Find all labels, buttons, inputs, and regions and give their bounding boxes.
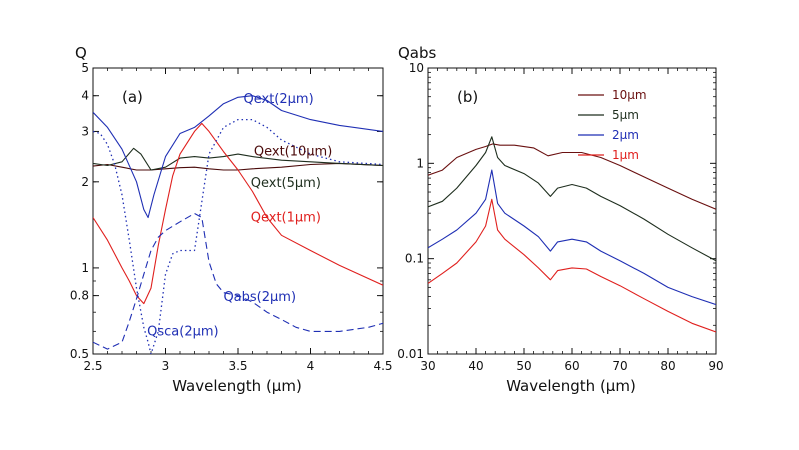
panel-b-xlabel: Wavelength (μm) bbox=[506, 377, 636, 395]
panel-b-ytick-label: 1 bbox=[416, 156, 424, 170]
panel-a-xtick-label: 3 bbox=[162, 359, 170, 373]
panel-a-xtick-label: 2.5 bbox=[83, 359, 102, 373]
panel-a-ytick-label: 0.5 bbox=[70, 347, 89, 361]
panel-b-legend: 10μm 5μm 2μm 1μm bbox=[578, 88, 647, 162]
panel-a-series-qext-1-m bbox=[93, 122, 383, 305]
panel-b-ylabel: Qabs bbox=[398, 44, 437, 62]
panel-a-xtick-label: 4.5 bbox=[373, 359, 392, 373]
panel-a-series-qext-5-m bbox=[93, 147, 383, 171]
panel-b: Qabs (b) Wavelength (μm) 30 40 50 60 70 80 90 0… bbox=[397, 44, 723, 395]
panel-a-xlabel: Wavelength (μm) bbox=[172, 377, 302, 395]
panel-a-annotation: Qext(2μm) bbox=[244, 92, 314, 107]
panel-a-ytick-label: 4 bbox=[81, 89, 89, 103]
panel-a-annotation: Qext(10μm) bbox=[254, 145, 332, 160]
panel-b-legend-label: 2μm bbox=[612, 128, 639, 142]
panel-a-series-qext-2-m bbox=[93, 95, 383, 219]
panel-a-ylabel: Q bbox=[75, 44, 87, 62]
panel-b-series-group bbox=[428, 136, 716, 333]
panel-b-series-10-m bbox=[428, 143, 716, 210]
panel-b-label: (b) bbox=[457, 88, 478, 106]
panel-a-ytick-label: 0.8 bbox=[70, 289, 89, 303]
panel-a-series-qext-10-m bbox=[93, 162, 383, 171]
panel-a-ytick-label: 3 bbox=[81, 124, 89, 138]
panel-a-xtick-label: 4 bbox=[307, 359, 315, 373]
panel-a-series-qabs-2-m bbox=[93, 212, 383, 350]
panel-b-xtick-label: 70 bbox=[612, 359, 627, 373]
panel-a-ytick-label: 2 bbox=[81, 175, 89, 189]
panel-b-ytick-label: 0.01 bbox=[397, 347, 424, 361]
panel-a: Q (a) Wavelength (μm) 2.5 3 3.5 4 4.5 0.5 0.8 1… bbox=[70, 44, 393, 395]
panel-b-legend-label: 5μm bbox=[612, 108, 639, 122]
panel-b-xtick-label: 40 bbox=[468, 359, 483, 373]
panel-b-xtick-label: 30 bbox=[420, 359, 435, 373]
panel-b-series-1-m bbox=[428, 198, 716, 333]
panel-a-label: (a) bbox=[122, 88, 143, 106]
panel-b-ytick-label: 0.1 bbox=[405, 252, 424, 266]
panel-b-legend-label: 1μm bbox=[612, 148, 639, 162]
panel-a-annotation: Qabs(2μm) bbox=[223, 290, 296, 305]
panel-a-ytick-label: 5 bbox=[81, 61, 89, 75]
panel-a-frame bbox=[92, 67, 384, 355]
panel-b-xtick-label: 50 bbox=[516, 359, 531, 373]
panel-b-series-2-m bbox=[428, 169, 716, 306]
panel-a-annotation: Qext(1μm) bbox=[251, 211, 321, 226]
panel-a-annotation: Qext(5μm) bbox=[251, 176, 321, 191]
panel-a-series-qsca-2-m bbox=[93, 118, 383, 354]
panel-b-frame bbox=[427, 67, 717, 355]
panel-b-series-5-m bbox=[428, 136, 716, 262]
panel-b-xtick-label: 60 bbox=[564, 359, 579, 373]
panel-a-annotation: Qsca(2μm) bbox=[147, 324, 218, 339]
panel-b-xtick-label: 90 bbox=[708, 359, 723, 373]
panel-a-series-group bbox=[93, 95, 383, 354]
panel-b-ytick-label: 10 bbox=[409, 61, 424, 75]
panel-b-xtick-label: 80 bbox=[660, 359, 675, 373]
panel-b-legend-label: 10μm bbox=[612, 88, 647, 102]
panel-a-ytick-label: 1 bbox=[81, 261, 89, 275]
panel-a-xtick-label: 3.5 bbox=[228, 359, 247, 373]
